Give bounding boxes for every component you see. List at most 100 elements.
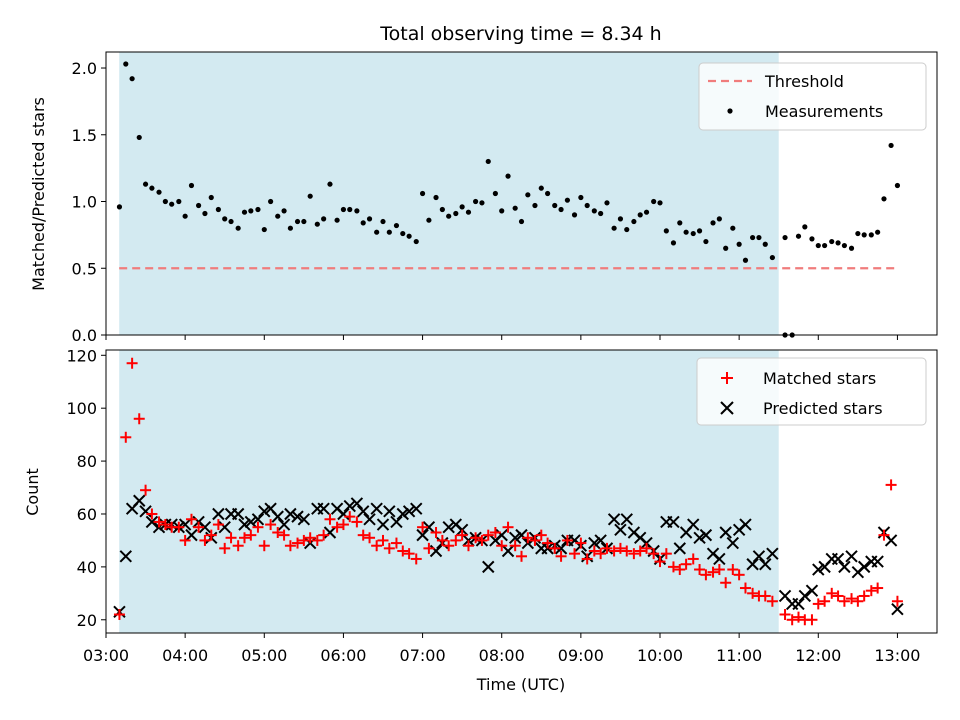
x-tick-label: 09:00 bbox=[558, 646, 604, 665]
measurement-point bbox=[835, 240, 841, 246]
matched-star-marker bbox=[812, 598, 824, 610]
legend-measurements-label: Measurements bbox=[765, 102, 883, 121]
predicted-star-marker bbox=[231, 507, 245, 521]
matched-star-marker bbox=[522, 532, 534, 544]
predicted-star-marker bbox=[323, 526, 337, 539]
predicted-star-marker bbox=[667, 515, 680, 529]
matched-star-marker bbox=[496, 540, 508, 552]
legend-threshold-label: Threshold bbox=[764, 72, 844, 91]
predicted-star-marker bbox=[350, 497, 364, 510]
matched-star-marker bbox=[878, 529, 890, 541]
predicted-star-marker bbox=[588, 536, 601, 550]
measurement-point bbox=[683, 229, 689, 235]
measurement-point bbox=[855, 230, 861, 237]
y-tick-label: 0.0 bbox=[72, 326, 97, 345]
measurement-point bbox=[518, 218, 525, 225]
measurement-point bbox=[670, 240, 677, 246]
matched-star-marker bbox=[535, 529, 547, 541]
measurement-point bbox=[393, 222, 400, 229]
measurement-point bbox=[195, 202, 202, 209]
measurement-point bbox=[624, 226, 630, 233]
predicted-star-marker bbox=[244, 515, 258, 529]
measurement-point bbox=[861, 232, 867, 238]
predicted-star-marker bbox=[838, 560, 851, 574]
predicted-star-marker bbox=[713, 552, 726, 566]
legend-box bbox=[698, 62, 927, 131]
measurement-point bbox=[433, 194, 439, 201]
matched-star-marker bbox=[555, 550, 567, 562]
matched-star-marker bbox=[595, 548, 607, 560]
matched-star-marker bbox=[351, 516, 363, 528]
matched-star-marker bbox=[707, 566, 719, 578]
measurement-point bbox=[552, 202, 558, 209]
matched-star-marker bbox=[278, 529, 290, 541]
measurement-point bbox=[268, 198, 274, 205]
measurement-point bbox=[756, 234, 762, 241]
measurement-point bbox=[604, 200, 610, 206]
measurement-point bbox=[446, 213, 452, 219]
predicted-star-marker bbox=[297, 513, 311, 526]
matched-star-marker bbox=[529, 534, 541, 546]
measurement-point bbox=[696, 228, 703, 234]
measurement-point bbox=[116, 204, 123, 210]
measurement-point bbox=[571, 212, 578, 218]
predicted-star-marker bbox=[337, 507, 350, 521]
predicted-star-marker bbox=[284, 507, 297, 521]
x-tick-label: 05:00 bbox=[241, 646, 287, 665]
measurement-point bbox=[136, 134, 142, 141]
measurement-point bbox=[208, 194, 214, 201]
matched-star-marker bbox=[436, 534, 448, 546]
observing-window-shading bbox=[119, 350, 779, 633]
measurement-point bbox=[736, 241, 742, 247]
measurement-point bbox=[809, 236, 815, 242]
y-tick-label: 1.0 bbox=[72, 193, 97, 212]
matched-star-marker bbox=[733, 569, 745, 581]
measurement-point bbox=[123, 61, 129, 67]
predicted-star-marker bbox=[178, 518, 192, 531]
measurement-point bbox=[176, 198, 182, 205]
legend-measurements-swatch bbox=[727, 108, 733, 114]
matched-star-marker bbox=[667, 561, 679, 573]
measurement-point bbox=[255, 206, 261, 213]
predicted-star-marker bbox=[798, 589, 812, 603]
measurement-point bbox=[485, 158, 491, 165]
predicted-star-marker bbox=[145, 515, 159, 529]
x-tick-label: 03:00 bbox=[83, 646, 129, 665]
matched-star-marker bbox=[193, 521, 205, 533]
measurement-point bbox=[380, 218, 386, 225]
matched-star-marker bbox=[298, 534, 310, 546]
predicted-star-marker bbox=[119, 550, 132, 563]
matched-star-marker bbox=[410, 553, 422, 565]
matched-star-marker bbox=[311, 534, 323, 546]
measurement-point bbox=[459, 204, 465, 210]
predicted-star-marker bbox=[291, 510, 304, 523]
measurement-point bbox=[400, 230, 406, 237]
measurement-point bbox=[228, 218, 234, 225]
matched-star-marker bbox=[383, 542, 395, 554]
measurement-point bbox=[631, 218, 637, 225]
measurement-point bbox=[162, 198, 168, 205]
x-tick-label: 08:00 bbox=[479, 646, 525, 665]
matched-star-marker bbox=[423, 542, 435, 554]
matched-star-marker bbox=[660, 548, 672, 560]
measurement-point bbox=[532, 202, 538, 209]
measurement-point bbox=[742, 257, 749, 263]
matched-star-marker bbox=[872, 582, 884, 594]
measurement-point bbox=[591, 208, 597, 214]
measurement-point bbox=[465, 209, 472, 215]
measurement-point bbox=[822, 242, 828, 249]
measurement-point bbox=[347, 206, 353, 213]
measurement-point bbox=[413, 238, 419, 245]
matched-star-marker bbox=[687, 553, 699, 565]
predicted-star-marker bbox=[699, 528, 713, 542]
measurement-point bbox=[182, 213, 188, 219]
y-tick-label: 120 bbox=[66, 346, 97, 365]
measurement-point bbox=[598, 210, 604, 217]
measurement-point bbox=[564, 197, 571, 203]
legend-predicted-label: Predicted stars bbox=[763, 399, 883, 418]
y-tick-label: 40 bbox=[77, 558, 97, 577]
measurement-point bbox=[374, 229, 380, 235]
measurement-point bbox=[841, 242, 848, 249]
measurement-point bbox=[235, 225, 241, 231]
